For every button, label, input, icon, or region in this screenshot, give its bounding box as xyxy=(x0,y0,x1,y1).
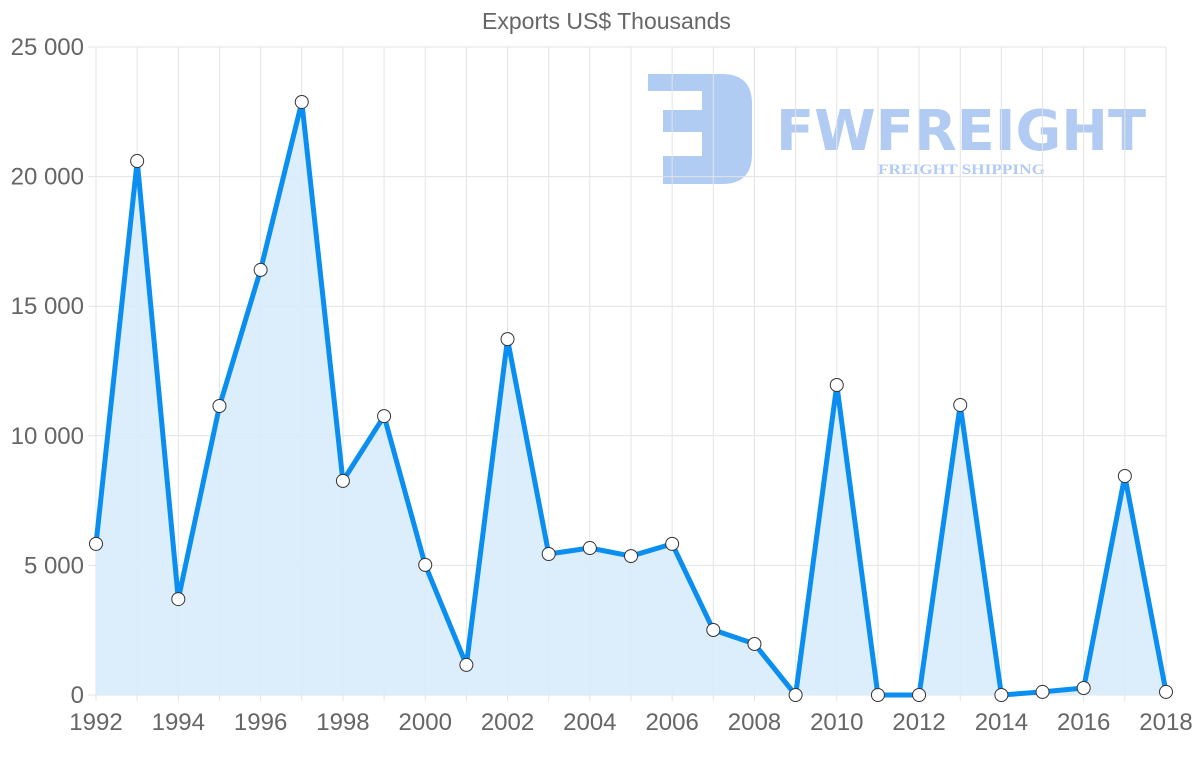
data-point[interactable] xyxy=(624,549,638,564)
x-tick-label: 2008 xyxy=(728,709,781,736)
data-point[interactable] xyxy=(870,688,885,702)
area-fill xyxy=(96,102,1166,695)
data-point[interactable] xyxy=(953,397,968,412)
data-point[interactable] xyxy=(582,541,597,556)
data-point[interactable] xyxy=(1035,684,1050,699)
x-axis-ticks: 1992 1994 1996 1998 2000 2002 2004 2006 2008 2010… xyxy=(69,709,1192,736)
data-point[interactable] xyxy=(1117,468,1132,483)
x-tick-label: 2012 xyxy=(892,709,945,736)
data-point[interactable] xyxy=(253,262,268,277)
x-tick-label: 2002 xyxy=(481,709,534,736)
data-point[interactable] xyxy=(541,546,556,561)
data-point[interactable] xyxy=(500,332,515,347)
fwfreight-logo-icon xyxy=(648,74,752,184)
data-point[interactable] xyxy=(1076,681,1091,696)
y-axis-ticks: 0 5 000 10 000 15 000 20 000 25 000 xyxy=(11,34,84,709)
x-tick-label: 2006 xyxy=(645,709,698,736)
watermark-brand-text: FWFREIGHT xyxy=(776,99,1146,164)
x-tick-label: 2000 xyxy=(399,709,452,736)
y-tick-label: 5 000 xyxy=(24,552,84,579)
data-point[interactable] xyxy=(294,94,309,109)
fwfreight-watermark: FWFREIGHT FREIGHT SHIPPING xyxy=(648,74,1146,184)
data-point[interactable] xyxy=(212,398,227,413)
data-point[interactable] xyxy=(665,536,680,551)
x-tick-label: 2016 xyxy=(1057,709,1110,736)
x-tick-label: 2018 xyxy=(1139,709,1192,736)
x-tick-label: 1992 xyxy=(69,709,122,736)
data-point[interactable] xyxy=(994,688,1009,702)
watermark-tagline-text: FREIGHT SHIPPING xyxy=(878,162,1045,178)
data-point[interactable] xyxy=(377,409,392,424)
data-point[interactable] xyxy=(459,657,474,672)
data-point[interactable] xyxy=(171,592,186,607)
data-point[interactable] xyxy=(912,688,927,702)
data-points xyxy=(89,94,1173,702)
y-tick-label: 15 000 xyxy=(11,293,84,320)
data-point[interactable] xyxy=(89,536,103,551)
data-point[interactable] xyxy=(1159,684,1173,699)
x-tick-label: 1996 xyxy=(234,709,287,736)
x-tick-label: 1994 xyxy=(152,709,205,736)
data-point[interactable] xyxy=(418,557,433,572)
data-point[interactable] xyxy=(706,622,721,637)
data-point[interactable] xyxy=(130,154,145,169)
y-tick-label: 10 000 xyxy=(11,423,84,450)
data-point[interactable] xyxy=(747,636,762,651)
y-tick-label: 25 000 xyxy=(11,34,84,61)
data-point[interactable] xyxy=(829,377,844,392)
x-tick-label: 1998 xyxy=(316,709,369,736)
data-point[interactable] xyxy=(335,473,350,488)
y-tick-label: 0 xyxy=(71,682,84,709)
x-tick-label: 2010 xyxy=(810,709,863,736)
data-point[interactable] xyxy=(788,688,803,702)
x-tick-label: 2004 xyxy=(563,709,616,736)
y-tick-label: 20 000 xyxy=(11,164,84,191)
chart-title: Exports US$ Thousands xyxy=(482,8,731,34)
x-tick-label: 2014 xyxy=(975,709,1028,736)
